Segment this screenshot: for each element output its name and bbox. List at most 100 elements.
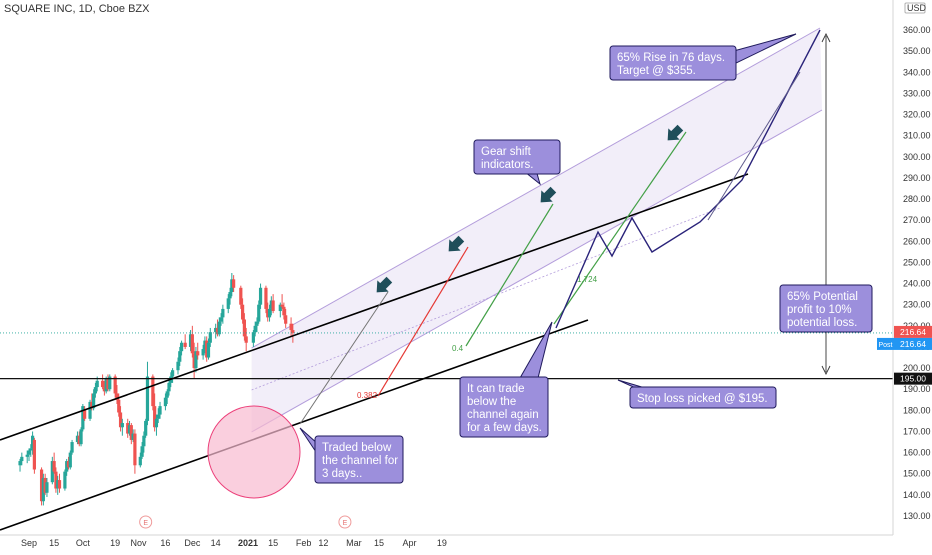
- candle[interactable]: [255, 317, 259, 333]
- candle[interactable]: [81, 404, 85, 432]
- candle[interactable]: [251, 330, 255, 347]
- candle[interactable]: [151, 374, 155, 411]
- candle[interactable]: [179, 340, 184, 356]
- candle[interactable]: [25, 450, 29, 464]
- candle[interactable]: [158, 401, 162, 419]
- candle[interactable]: [144, 418, 148, 438]
- candle[interactable]: [215, 319, 220, 337]
- candle[interactable]: [100, 374, 105, 390]
- candle[interactable]: [133, 429, 137, 474]
- candle[interactable]: [108, 374, 112, 392]
- candle[interactable]: [30, 431, 35, 455]
- candle[interactable]: [41, 473, 45, 506]
- candle[interactable]: [83, 406, 87, 421]
- candle[interactable]: [284, 308, 288, 328]
- candle[interactable]: [219, 313, 223, 326]
- candle[interactable]: [163, 393, 168, 411]
- candle[interactable]: [88, 399, 92, 421]
- candle[interactable]: [145, 361, 150, 426]
- candle[interactable]: [230, 273, 234, 297]
- candle[interactable]: [280, 294, 284, 309]
- candle[interactable]: [75, 431, 80, 445]
- candle[interactable]: [203, 336, 207, 354]
- candle[interactable]: [253, 321, 257, 337]
- candle[interactable]: [138, 452, 142, 468]
- candle[interactable]: [267, 304, 272, 322]
- candle[interactable]: [232, 275, 236, 293]
- candle[interactable]: [190, 325, 194, 358]
- candle[interactable]: [201, 344, 205, 360]
- candle[interactable]: [142, 431, 146, 453]
- candle[interactable]: [43, 473, 47, 495]
- candle[interactable]: [18, 458, 22, 472]
- candle[interactable]: [102, 380, 106, 396]
- candle[interactable]: [171, 368, 175, 383]
- candle[interactable]: [241, 298, 245, 324]
- candle[interactable]: [79, 427, 83, 447]
- candle-body: [140, 446, 144, 457]
- candle[interactable]: [20, 452, 24, 466]
- candle[interactable]: [178, 346, 182, 366]
- candle[interactable]: [165, 389, 169, 405]
- candle[interactable]: [176, 357, 180, 375]
- candle[interactable]: [183, 334, 187, 350]
- candle[interactable]: [264, 285, 268, 314]
- candle[interactable]: [188, 330, 193, 352]
- candle[interactable]: [126, 418, 130, 438]
- candle[interactable]: [131, 429, 135, 443]
- candle[interactable]: [221, 304, 225, 324]
- candle[interactable]: [257, 300, 261, 324]
- candle[interactable]: [271, 294, 275, 314]
- candle[interactable]: [120, 418, 124, 436]
- candle[interactable]: [118, 406, 123, 432]
- candle[interactable]: [56, 475, 60, 495]
- earnings-marker[interactable]: E: [139, 515, 153, 529]
- candle[interactable]: [27, 448, 31, 462]
- candle[interactable]: [156, 408, 160, 424]
- candle[interactable]: [214, 323, 218, 339]
- candle[interactable]: [104, 376, 108, 394]
- candle[interactable]: [68, 450, 72, 470]
- candle[interactable]: [127, 420, 132, 436]
- candle[interactable]: [45, 477, 49, 497]
- candle[interactable]: [258, 283, 263, 309]
- candle[interactable]: [196, 342, 200, 360]
- candle[interactable]: [167, 378, 171, 396]
- candle[interactable]: [153, 393, 157, 432]
- candle[interactable]: [52, 452, 56, 474]
- candle[interactable]: [206, 338, 211, 360]
- candle[interactable]: [278, 302, 282, 318]
- candle[interactable]: [77, 431, 81, 447]
- candle[interactable]: [106, 374, 110, 392]
- candle[interactable]: [226, 294, 230, 314]
- candle[interactable]: [242, 313, 246, 341]
- candle[interactable]: [228, 287, 232, 305]
- candle[interactable]: [63, 469, 67, 491]
- candle[interactable]: [194, 346, 198, 373]
- candle[interactable]: [32, 437, 36, 474]
- candle[interactable]: [115, 384, 119, 405]
- candle[interactable]: [65, 458, 69, 476]
- candle[interactable]: [93, 382, 98, 398]
- candle[interactable]: [282, 302, 286, 320]
- candle[interactable]: [129, 423, 133, 445]
- candle[interactable]: [54, 467, 58, 493]
- candle[interactable]: [192, 342, 196, 379]
- candle[interactable]: [154, 414, 159, 436]
- candle[interactable]: [57, 473, 62, 493]
- candle[interactable]: [29, 444, 33, 457]
- candle[interactable]: [266, 302, 270, 322]
- candle[interactable]: [208, 327, 212, 347]
- candle[interactable]: [70, 439, 74, 455]
- candle[interactable]: [39, 467, 44, 506]
- earnings-marker[interactable]: E: [338, 515, 352, 529]
- candle[interactable]: [244, 327, 248, 352]
- candle[interactable]: [50, 456, 54, 485]
- candle[interactable]: [291, 323, 295, 343]
- candle[interactable]: [269, 296, 273, 316]
- candle[interactable]: [66, 456, 71, 470]
- candle[interactable]: [205, 336, 209, 362]
- candle[interactable]: [140, 442, 144, 459]
- candle[interactable]: [239, 285, 243, 309]
